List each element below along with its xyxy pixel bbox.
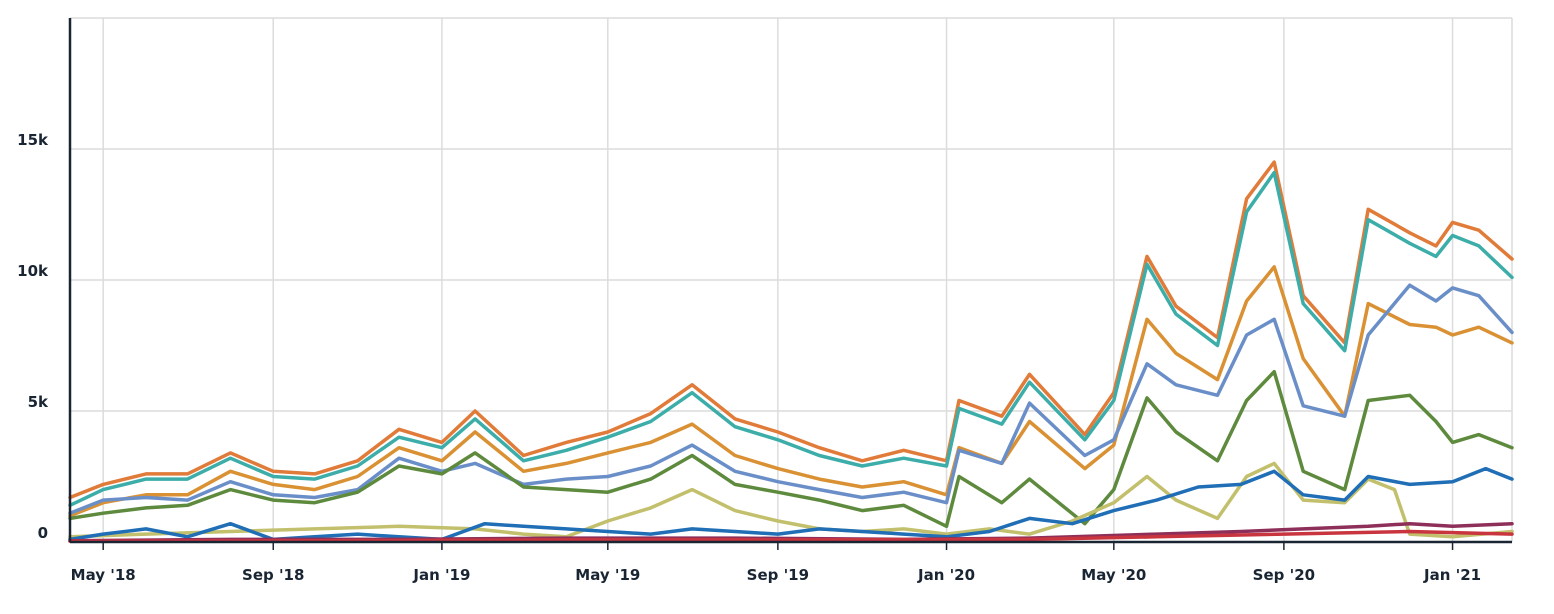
x-tick-label: Sep '18 xyxy=(242,566,304,584)
axes xyxy=(68,18,1512,550)
x-tick-label: Jan '20 xyxy=(917,566,975,584)
x-tick-label: May '18 xyxy=(71,566,136,584)
series-line-2 xyxy=(68,170,1514,508)
series-line-1 xyxy=(68,160,1514,500)
x-tick-label: May '19 xyxy=(575,566,640,584)
series-lines xyxy=(68,160,1514,543)
x-tick-label: Sep '20 xyxy=(1253,566,1315,584)
grid-lines xyxy=(70,17,1513,543)
series-line-4 xyxy=(68,283,1514,515)
series-line-5 xyxy=(68,369,1514,529)
x-tick-label: Jan '21 xyxy=(1423,566,1481,584)
x-tick-label: Sep '19 xyxy=(747,566,809,584)
y-tick-label: 0 xyxy=(38,524,48,542)
y-tick-label: 15k xyxy=(17,131,49,149)
x-tick-label: Jan '19 xyxy=(412,566,470,584)
y-tick-label: 5k xyxy=(28,393,49,411)
x-tick-label: May '20 xyxy=(1081,566,1146,584)
series-line-7 xyxy=(68,466,1514,542)
series-line-9 xyxy=(68,529,1514,543)
tick-labels: May '18 Sep '18 Jan '19 May '19 Sep '19 Jan '… xyxy=(17,131,1481,584)
y-tick-label: 10k xyxy=(17,262,49,280)
series-line-3 xyxy=(68,265,1514,518)
series-line-6 xyxy=(68,461,1514,539)
